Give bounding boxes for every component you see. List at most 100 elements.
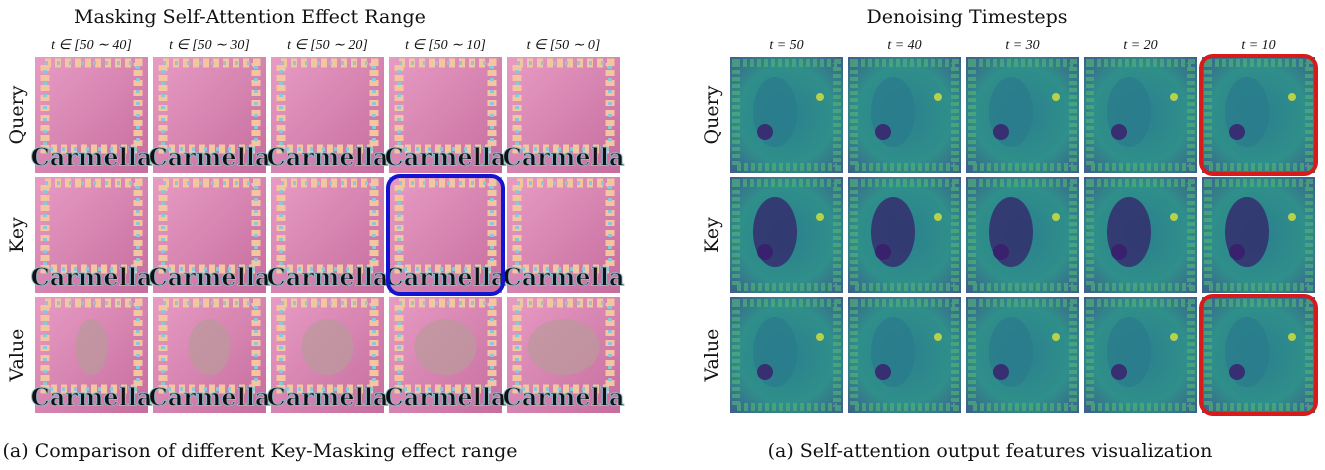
tile-word: Carmella	[31, 383, 153, 412]
image-tile	[1084, 57, 1197, 173]
artifact	[302, 319, 354, 375]
artifact	[189, 319, 231, 375]
column-label: t = 40	[887, 38, 921, 53]
feature-spot	[1288, 213, 1296, 221]
feature-dot	[1111, 124, 1127, 140]
column-label: t = 50	[769, 38, 803, 53]
image-tile: Carmella	[149, 57, 271, 173]
feature-dot	[875, 364, 891, 380]
feature-dot	[1229, 124, 1245, 140]
tile-word: Carmella	[503, 383, 625, 412]
feature-spot	[1170, 333, 1178, 341]
feature-spot	[934, 93, 942, 101]
column-label: t = 20	[1123, 38, 1157, 53]
tile-word: Carmella	[149, 143, 271, 172]
feature-spot	[1170, 93, 1178, 101]
feature-dot	[993, 244, 1009, 260]
tile-word: Carmella	[149, 383, 271, 412]
tile-word: Carmella	[267, 383, 389, 412]
column-label: t ∈ [50 ∼ 30]	[169, 38, 250, 53]
feature-dot	[1111, 244, 1127, 260]
image-tile	[1202, 297, 1315, 413]
column-label: t ∈ [50 ∼ 20]	[287, 38, 368, 53]
tile-word: Carmella	[503, 143, 625, 172]
feature-dot	[1229, 244, 1245, 260]
feature-dot	[875, 124, 891, 140]
feature-spot	[934, 333, 942, 341]
tile-word: Carmella	[31, 263, 153, 292]
image-tile: Carmella	[267, 297, 389, 413]
artifact	[76, 319, 108, 375]
image-tile: Carmella	[31, 177, 153, 293]
feature-spot	[1052, 333, 1060, 341]
tile-word: Carmella	[149, 263, 271, 292]
tile-word: Carmella	[385, 263, 507, 292]
row-label: Query	[701, 85, 723, 144]
column-label: t = 10	[1241, 38, 1275, 53]
image-tile: Carmella	[267, 57, 389, 173]
feature-spot	[816, 333, 824, 341]
image-tile	[730, 177, 843, 293]
row-label: Key	[6, 217, 28, 253]
left-title: Masking Self-Attention Effect Range	[74, 6, 426, 28]
feature-spot	[816, 213, 824, 221]
image-tile: Carmella	[503, 297, 625, 413]
image-tile	[1084, 297, 1197, 413]
image-tile	[730, 297, 843, 413]
row-label: Value	[701, 329, 723, 383]
feature-dot	[993, 124, 1009, 140]
tile-word: Carmella	[385, 143, 507, 172]
image-tile: Carmella	[31, 297, 153, 413]
row-label: Query	[6, 85, 28, 144]
image-tile	[1202, 57, 1315, 173]
row-label: Value	[6, 329, 28, 383]
image-tile	[730, 57, 843, 173]
image-tile: Carmella	[385, 177, 507, 293]
feature-spot	[1288, 93, 1296, 101]
tile-word: Carmella	[267, 143, 389, 172]
artifact	[415, 319, 477, 375]
figure: Masking Self-Attention Effect Range Deno…	[0, 0, 1325, 470]
tile-word: Carmella	[385, 383, 507, 412]
image-tile: Carmella	[31, 57, 153, 173]
feature-dot	[993, 364, 1009, 380]
tile-word: Carmella	[31, 143, 153, 172]
feature-dot	[757, 364, 773, 380]
feature-spot	[816, 93, 824, 101]
image-tile: Carmella	[267, 177, 389, 293]
feature-dot	[875, 244, 891, 260]
image-tile	[848, 177, 961, 293]
feature-dot	[757, 124, 773, 140]
image-tile: Carmella	[503, 57, 625, 173]
feature-spot	[1288, 333, 1296, 341]
feature-spot	[934, 213, 942, 221]
tile-word: Carmella	[503, 263, 625, 292]
feature-spot	[1052, 213, 1060, 221]
feature-spot	[1170, 213, 1178, 221]
image-tile	[966, 297, 1079, 413]
right-title: Denoising Timesteps	[866, 6, 1067, 28]
left-caption: (a) Comparison of different Key-Masking …	[2, 440, 517, 462]
image-tile: Carmella	[385, 297, 507, 413]
image-tile: Carmella	[503, 177, 625, 293]
column-label: t ∈ [50 ∼ 0]	[527, 38, 601, 53]
artifact	[528, 319, 600, 375]
row-label: Key	[701, 217, 723, 253]
right-caption: (a) Self-attention output features visua…	[768, 440, 1213, 462]
feature-dot	[1111, 364, 1127, 380]
image-tile: Carmella	[385, 57, 507, 173]
image-tile: Carmella	[149, 297, 271, 413]
feature-dot	[757, 244, 773, 260]
column-label: t ∈ [50 ∼ 40]	[51, 38, 132, 53]
feature-spot	[1052, 93, 1060, 101]
column-label: t = 30	[1005, 38, 1039, 53]
tile-word: Carmella	[267, 263, 389, 292]
feature-dot	[1229, 364, 1245, 380]
column-label: t ∈ [50 ∼ 10]	[405, 38, 486, 53]
image-tile	[848, 57, 961, 173]
image-tile	[966, 177, 1079, 293]
image-tile	[848, 297, 961, 413]
image-tile	[1084, 177, 1197, 293]
image-tile: Carmella	[149, 177, 271, 293]
image-tile	[966, 57, 1079, 173]
